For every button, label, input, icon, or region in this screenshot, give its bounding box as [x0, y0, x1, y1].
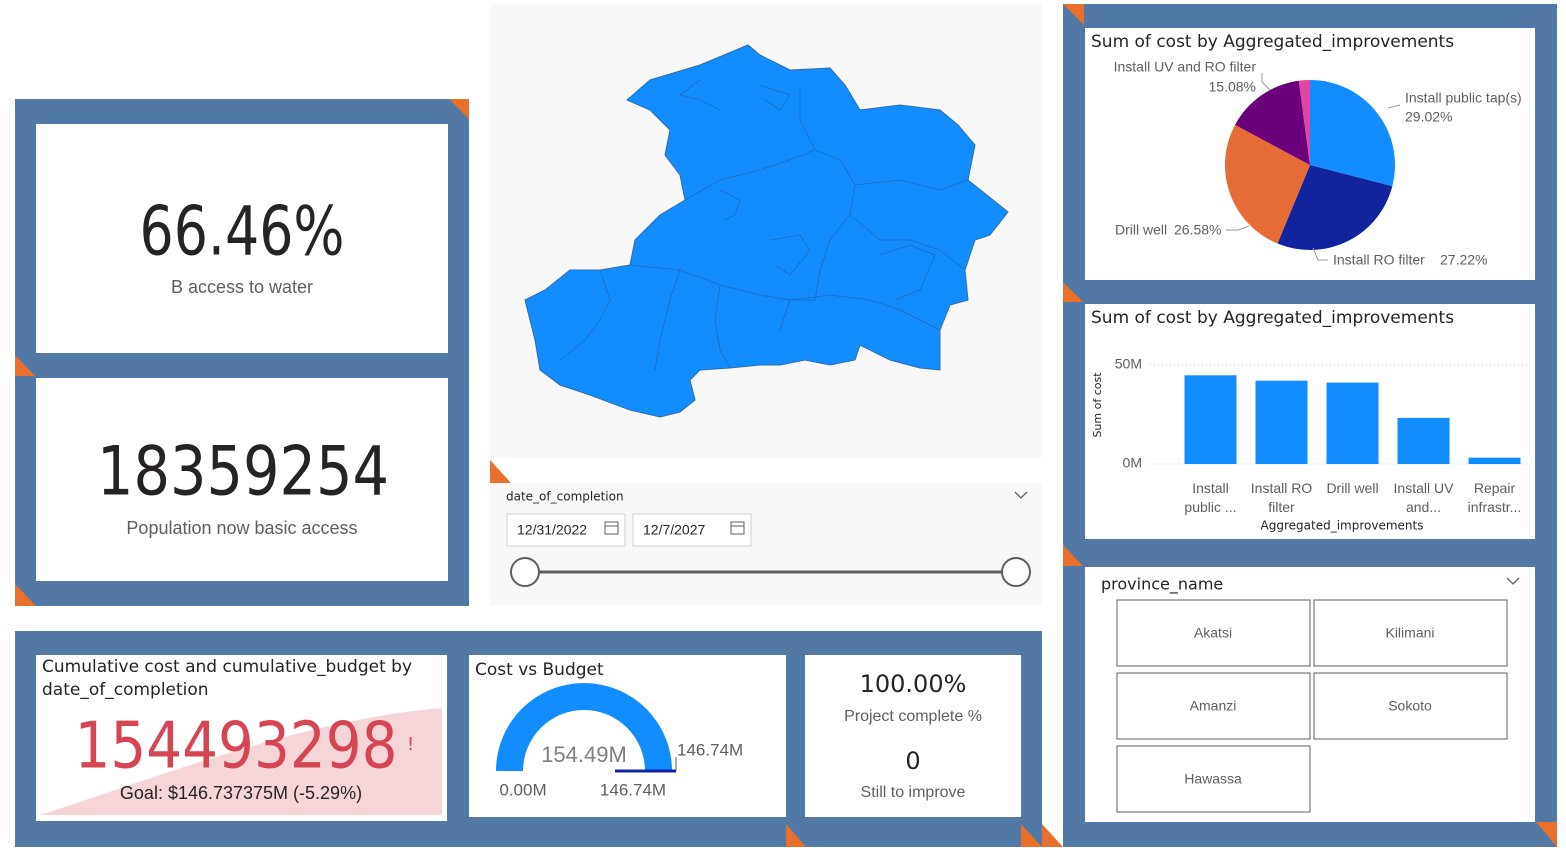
- kpi-value: 18359254: [97, 433, 389, 512]
- slicer-title: province_name: [1101, 575, 1223, 595]
- kpi-value: 66.46%: [140, 193, 345, 272]
- date-end: 12/7/2027: [643, 522, 705, 538]
- slider-handle[interactable]: [510, 557, 540, 587]
- slider-handle[interactable]: [1001, 557, 1031, 587]
- card-value: 100.00%: [860, 670, 967, 698]
- bar: [1326, 382, 1379, 464]
- date-start: 12/31/2022: [517, 522, 587, 538]
- card: [1085, 304, 1535, 539]
- calendar-icons[interactable]: [604, 521, 745, 535]
- pie-slice: [1224, 124, 1310, 244]
- x-axis-title: Aggregated_improvements: [1261, 519, 1424, 533]
- corner-markers: [15, 4, 1557, 847]
- kpi-value: 154493298: [75, 710, 398, 784]
- bar: [1397, 417, 1450, 464]
- leader-line: [1261, 73, 1271, 91]
- leader-line: [1387, 104, 1401, 109]
- card: [36, 124, 448, 353]
- bar: [1255, 380, 1308, 464]
- gauge-value-label: 154.49M: [541, 742, 627, 767]
- pie-value-label: 26.58%: [1174, 222, 1221, 238]
- x-tick-label: Install RO filter: [1250, 480, 1313, 515]
- date-input[interactable]: [506, 513, 626, 547]
- slicer-item[interactable]: [1116, 745, 1311, 813]
- trend-area: [40, 708, 442, 815]
- pie-slice: [1298, 80, 1310, 165]
- bar: [1184, 375, 1237, 464]
- y-tick-label: 50M: [1115, 356, 1142, 372]
- x-tick-label: Drill well: [1326, 480, 1379, 496]
- pie-value-label: 29.02%: [1405, 109, 1452, 125]
- gauge-max-label: 146.74M: [600, 780, 666, 799]
- slicer-item[interactable]: [1313, 599, 1508, 667]
- chart-title: Cost vs Budget: [475, 660, 604, 680]
- slicer-item[interactable]: [1116, 672, 1311, 740]
- warning-icon: !: [407, 734, 414, 755]
- chevron[interactable]: [1506, 577, 1520, 585]
- card: [805, 655, 1021, 817]
- y-axis-title: Sum of cost: [1091, 372, 1104, 438]
- slicer-item[interactable]: [1116, 599, 1311, 667]
- kpi-goal: Goal: $146.737375M (-5.29%): [120, 783, 362, 803]
- slicer-item-label: Akatsi: [1194, 625, 1232, 641]
- gauge-min-label: 0.00M: [499, 780, 546, 799]
- card-value: 0: [905, 747, 920, 775]
- y-tick-label: 0M: [1123, 455, 1142, 471]
- pie-slice: [1277, 165, 1393, 251]
- x-tick-label: Repair infrastr...: [1467, 480, 1522, 515]
- pie-value-label: 15.08%: [1209, 79, 1256, 95]
- pie-value-label: 27.22%: [1440, 252, 1487, 268]
- slicer-item[interactable]: [1313, 672, 1508, 740]
- pie-slice: [1235, 80, 1310, 165]
- map: [524, 44, 1009, 418]
- slicer-title: date_of_completion: [506, 490, 624, 504]
- slicer-item-label: Kilimani: [1385, 625, 1434, 641]
- kpi-label: Population now basic access: [126, 518, 357, 538]
- slicer-item-label: Amanzi: [1190, 698, 1237, 714]
- gauge-value: [496, 683, 672, 771]
- slicer-item-label: Hawassa: [1184, 771, 1242, 787]
- kpi-label: B access to water: [171, 277, 313, 297]
- bar: [1468, 457, 1521, 464]
- card-label: Project complete %: [844, 708, 982, 725]
- leader-line: [1226, 225, 1250, 231]
- pie-slice: [1310, 80, 1395, 187]
- chart-title: Sum of cost by Aggregated_improvements: [1091, 32, 1454, 52]
- pie-category-label: Install RO filter: [1333, 252, 1425, 268]
- card: [36, 378, 448, 581]
- x-tick-label: Install public ...: [1184, 480, 1237, 515]
- chart-title: Cumulative cost and cumulative_budget by…: [42, 657, 413, 700]
- chevron[interactable]: [1014, 491, 1028, 499]
- leader-line: [1312, 247, 1328, 261]
- pie-category-label: Drill well: [1115, 222, 1167, 238]
- pie-category-label: Install UV and RO filter: [1114, 59, 1257, 75]
- chart-title: Sum of cost by Aggregated_improvements: [1091, 308, 1454, 328]
- x-tick-label: Install UV and...: [1393, 480, 1454, 515]
- slicer-item-label: Sokoto: [1388, 698, 1432, 714]
- pie-category-label: Install public tap(s): [1405, 90, 1522, 106]
- gauge-target-label: 146.74M: [677, 740, 743, 759]
- card-label: Still to improve: [861, 784, 966, 801]
